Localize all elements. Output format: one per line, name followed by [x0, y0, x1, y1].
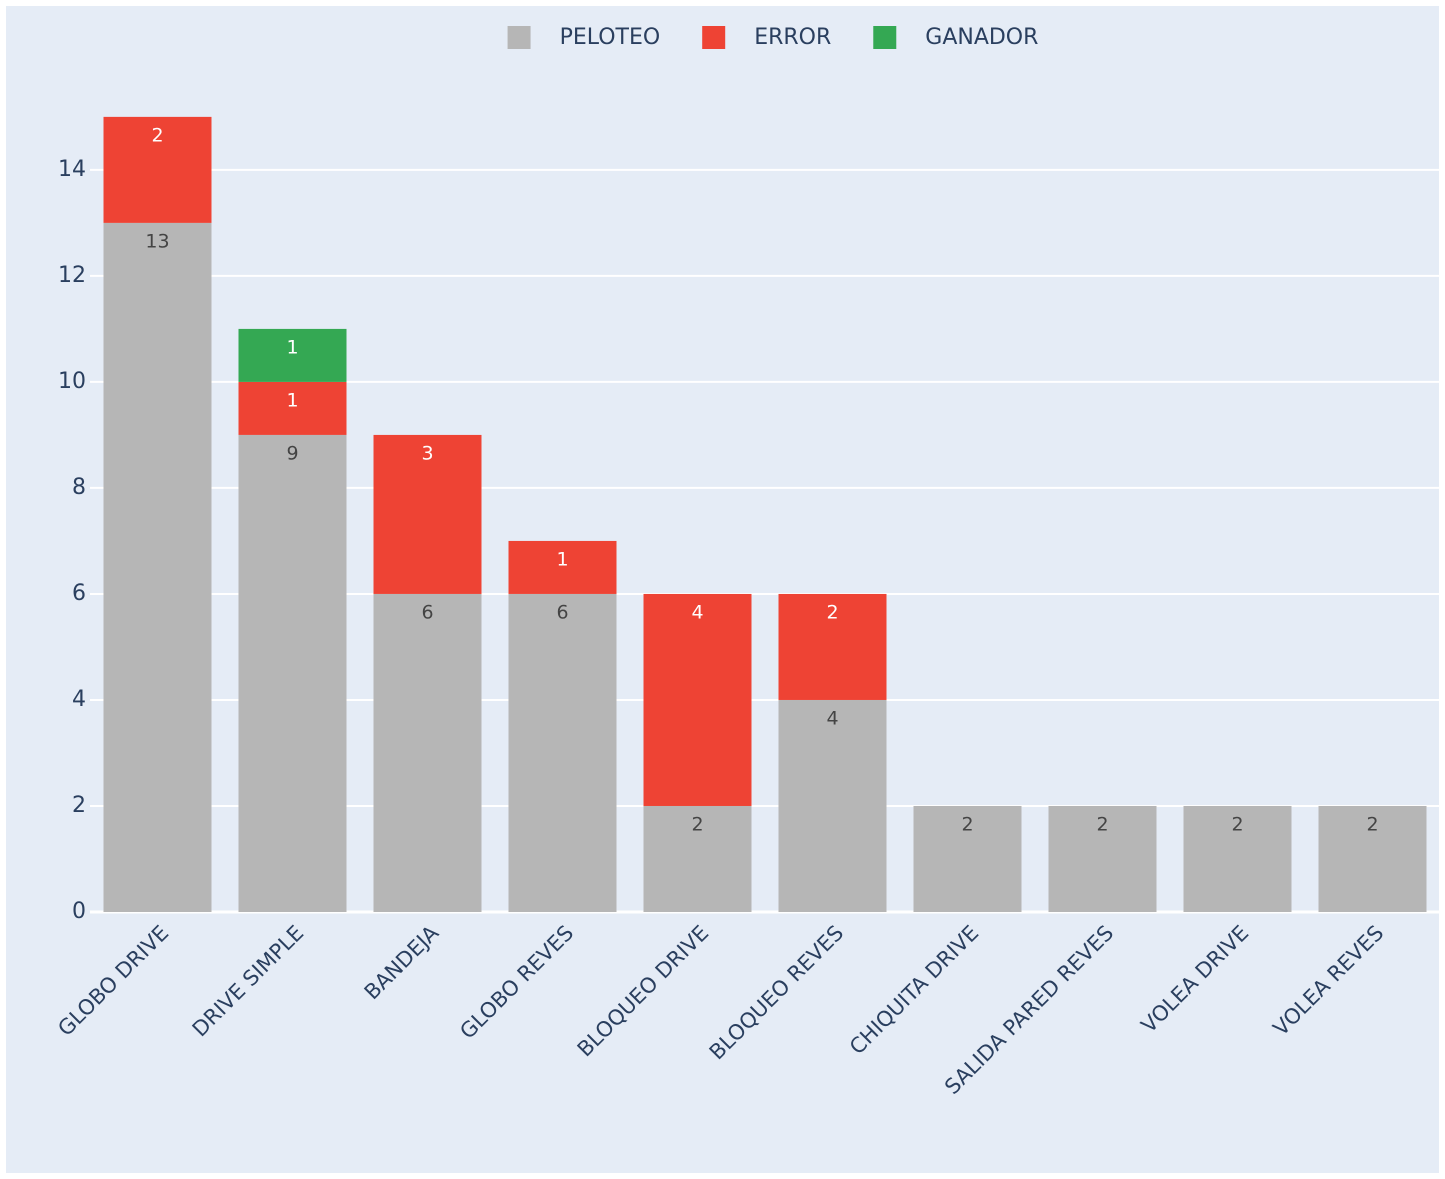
legend-swatch: [507, 26, 531, 49]
y-tick-label: 10: [58, 369, 86, 394]
bar-segment: [373, 434, 482, 594]
bar-segment: [238, 328, 347, 382]
legend-label: PELOTEO: [560, 25, 661, 50]
y-tick-label: 12: [58, 263, 86, 288]
y-tick-label: 4: [72, 687, 86, 712]
bar-segment: [778, 699, 887, 912]
bar-segment: [643, 805, 752, 912]
value-label: 2: [1366, 813, 1378, 835]
value-label: 2: [151, 124, 163, 146]
value-label: 2: [961, 813, 973, 835]
value-label: 2: [691, 813, 703, 835]
bar-segment: [643, 593, 752, 806]
value-label: 13: [145, 230, 169, 252]
bar-segment: [103, 116, 212, 223]
bar-segment: [1318, 805, 1427, 912]
bar-segment: [1048, 805, 1157, 912]
value-label: 1: [556, 548, 568, 570]
legend-swatch: [702, 26, 726, 49]
value-label: 6: [556, 601, 568, 623]
value-label: 3: [421, 442, 433, 464]
value-label: 6: [421, 601, 433, 623]
value-label: 1: [286, 336, 298, 358]
y-tick-label: 14: [58, 157, 86, 182]
bar-segment: [508, 540, 617, 594]
value-label: 2: [1096, 813, 1108, 835]
bar-segment: [103, 222, 212, 913]
bar-segment: [913, 805, 1022, 912]
y-tick-label: 2: [72, 793, 86, 818]
legend-label: GANADOR: [925, 25, 1038, 50]
bar-segment: [508, 593, 617, 912]
bar-segment: [238, 381, 347, 435]
value-label: 4: [826, 707, 838, 729]
value-label: 4: [691, 601, 703, 623]
bar-segment: [373, 593, 482, 912]
value-label: 1: [286, 389, 298, 411]
y-tick-label: 0: [72, 899, 86, 924]
legend-label: ERROR: [754, 25, 831, 50]
bar-segment: [238, 434, 347, 912]
value-label: 2: [1231, 813, 1243, 835]
bar-segment: [1183, 805, 1292, 912]
y-tick-label: 6: [72, 581, 86, 606]
bar-segment: [778, 593, 887, 700]
value-label: 9: [286, 442, 298, 464]
legend-swatch: [873, 26, 897, 49]
y-tick-label: 8: [72, 475, 86, 500]
value-label: 2: [826, 601, 838, 623]
